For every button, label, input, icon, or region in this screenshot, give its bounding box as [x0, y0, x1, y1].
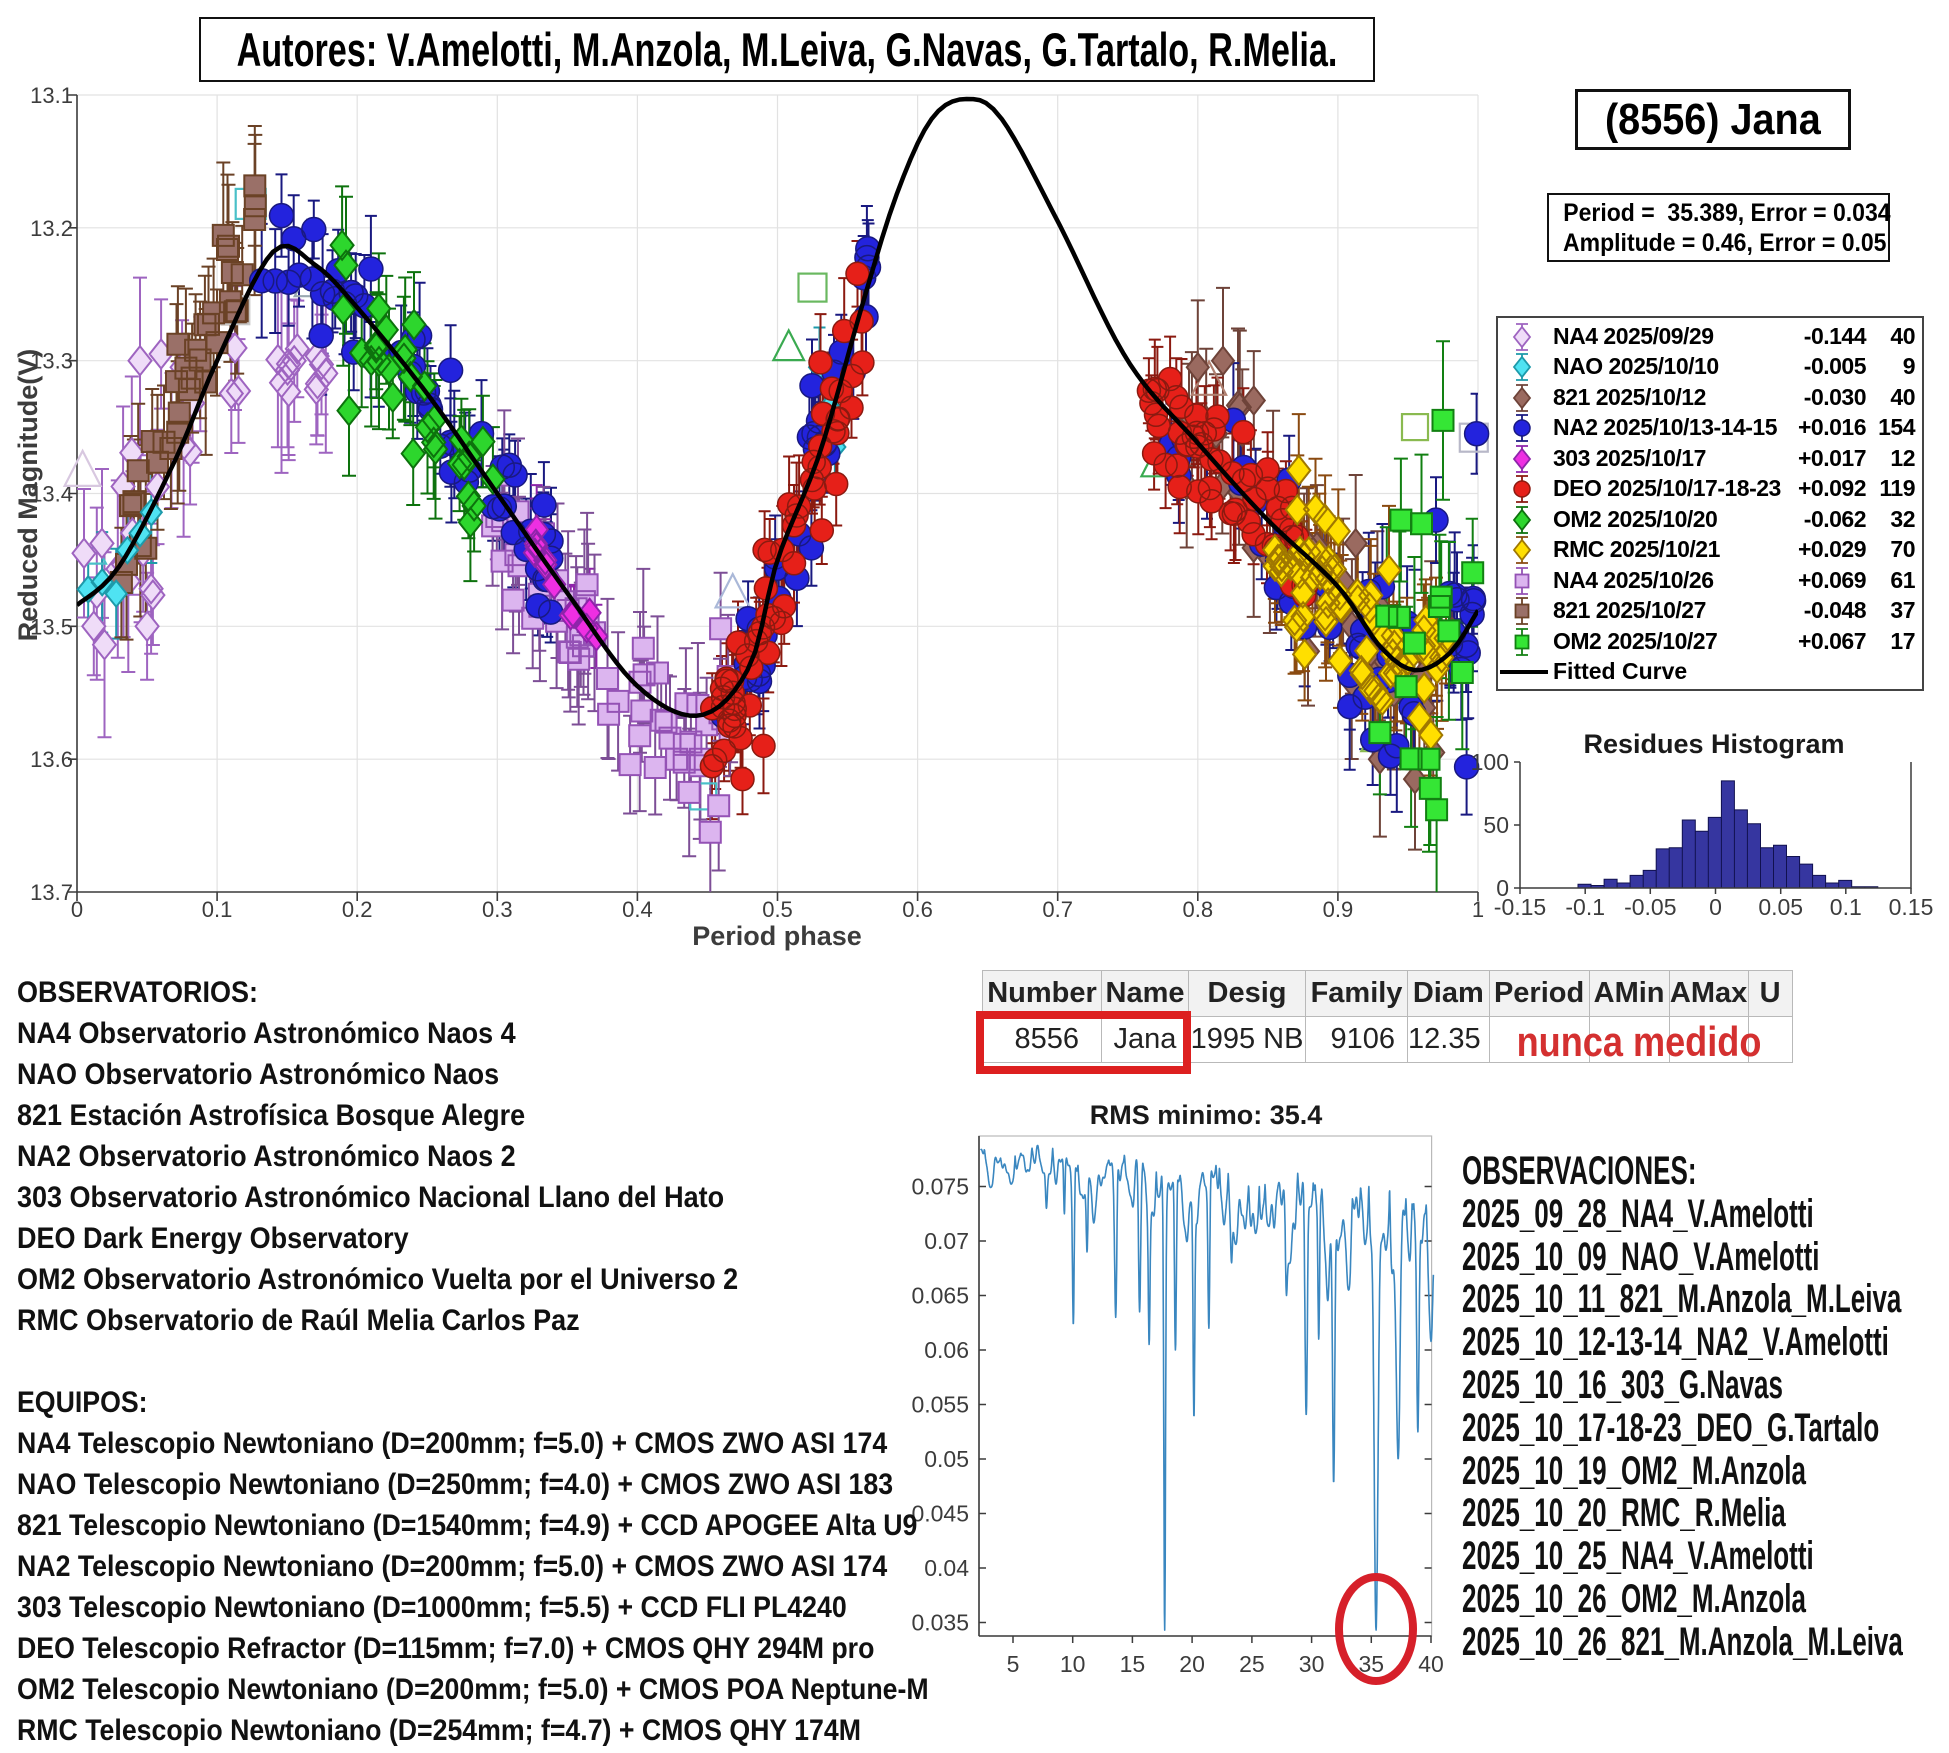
- svg-text:1: 1: [1472, 897, 1484, 922]
- svg-text:25: 25: [1239, 1651, 1265, 1677]
- svg-text:0.045: 0.045: [911, 1501, 969, 1527]
- svg-text:13.6: 13.6: [30, 747, 73, 772]
- svg-text:0.15: 0.15: [1889, 894, 1934, 920]
- svg-text:13.1: 13.1: [30, 83, 73, 108]
- svg-text:13.5: 13.5: [30, 614, 73, 639]
- svg-text:0.1: 0.1: [1830, 894, 1862, 920]
- svg-text:30: 30: [1299, 1651, 1325, 1677]
- svg-text:0.04: 0.04: [924, 1555, 969, 1581]
- svg-text:-0.1: -0.1: [1565, 894, 1605, 920]
- svg-text:0.5: 0.5: [762, 897, 793, 922]
- svg-text:0: 0: [1496, 875, 1509, 901]
- svg-text:0.4: 0.4: [622, 897, 653, 922]
- svg-text:RMS minimo: 35.4: RMS minimo: 35.4: [1090, 1100, 1323, 1130]
- svg-text:0.075: 0.075: [911, 1174, 969, 1200]
- svg-text:0.2: 0.2: [342, 897, 373, 922]
- svg-text:40: 40: [1418, 1651, 1444, 1677]
- svg-text:0.05: 0.05: [924, 1446, 969, 1472]
- svg-text:13.7: 13.7: [30, 880, 73, 905]
- svg-text:-0.05: -0.05: [1624, 894, 1676, 920]
- svg-text:Period phase: Period phase: [692, 921, 862, 951]
- svg-text:0.9: 0.9: [1323, 897, 1354, 922]
- svg-text:0.06: 0.06: [924, 1337, 969, 1363]
- svg-text:35: 35: [1359, 1651, 1385, 1677]
- svg-text:-0.15: -0.15: [1494, 894, 1546, 920]
- svg-text:0.1: 0.1: [202, 897, 233, 922]
- svg-text:13.3: 13.3: [30, 349, 73, 374]
- svg-text:0.6: 0.6: [902, 897, 933, 922]
- svg-text:0.3: 0.3: [482, 897, 513, 922]
- svg-text:0.07: 0.07: [924, 1228, 969, 1254]
- svg-text:20: 20: [1179, 1651, 1205, 1677]
- svg-text:0.055: 0.055: [911, 1392, 969, 1418]
- svg-text:50: 50: [1483, 812, 1509, 838]
- svg-text:0.035: 0.035: [911, 1610, 969, 1636]
- svg-text:5: 5: [1007, 1651, 1020, 1677]
- svg-text:0.7: 0.7: [1042, 897, 1073, 922]
- svg-text:10: 10: [1060, 1651, 1086, 1677]
- svg-text:100: 100: [1471, 749, 1509, 775]
- svg-text:0.065: 0.065: [911, 1283, 969, 1309]
- svg-text:0.05: 0.05: [1758, 894, 1803, 920]
- svg-text:15: 15: [1120, 1651, 1146, 1677]
- svg-text:13.2: 13.2: [30, 216, 73, 241]
- svg-text:0.8: 0.8: [1183, 897, 1214, 922]
- svg-text:0: 0: [1709, 894, 1722, 920]
- svg-text:0: 0: [71, 897, 83, 922]
- svg-text:Reduced Magnitude(V): Reduced Magnitude(V): [13, 349, 43, 642]
- svg-text:Residues Histogram: Residues Histogram: [1583, 729, 1844, 759]
